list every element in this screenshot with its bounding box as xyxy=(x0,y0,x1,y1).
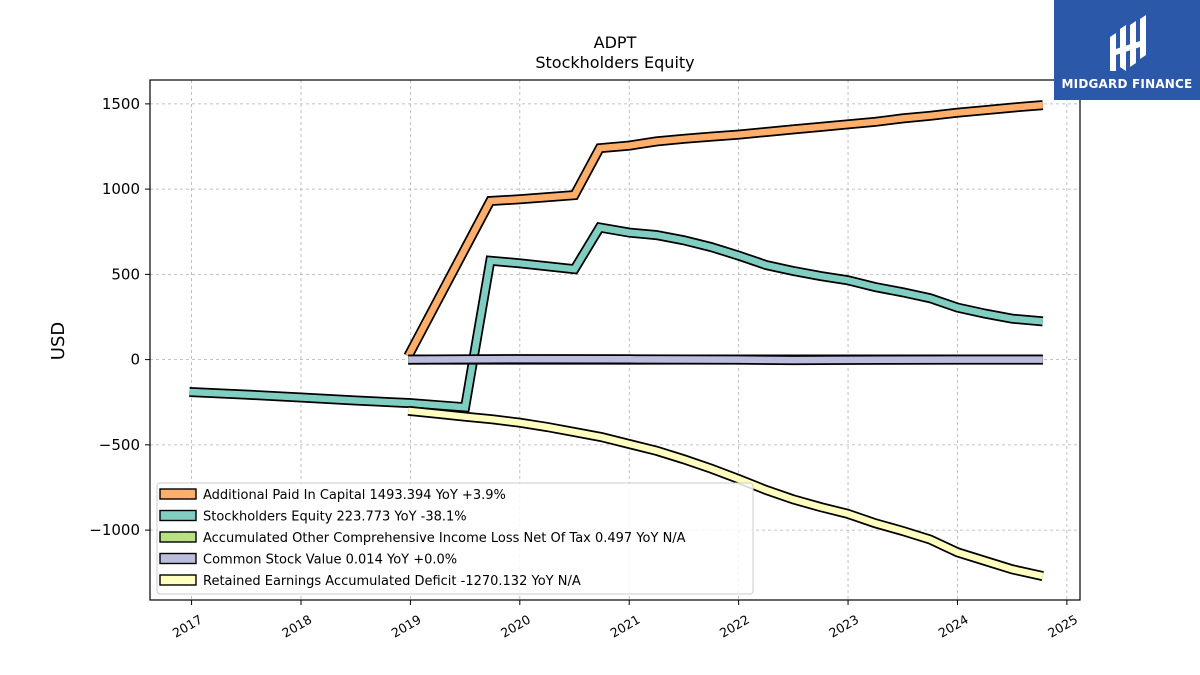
legend-swatch xyxy=(159,488,197,500)
legend-swatch xyxy=(159,509,197,522)
legend-entry: Stockholders Equity 223.773 YoY -38.1% xyxy=(203,510,467,525)
y-tick-label: 0 xyxy=(130,351,140,369)
y-tick-label: 1000 xyxy=(102,180,140,198)
midgard-finance-logo: MIDGARD FINANCE xyxy=(1054,0,1200,100)
legend-swatch xyxy=(159,531,197,543)
legend-entry: Retained Earnings Accumulated Deficit -1… xyxy=(203,574,581,589)
x-tick-label: 2024 xyxy=(936,612,971,641)
chart-subtitle: Stockholders Equity xyxy=(535,53,694,72)
series-outline-stockholders-equity xyxy=(189,221,1044,413)
x-tick-label: 2022 xyxy=(717,612,752,641)
legend-entry: Accumulated Other Comprehensive Income L… xyxy=(203,531,686,546)
x-tick-label: 2019 xyxy=(389,612,424,641)
series-outline-additional-paid-in-capital xyxy=(403,100,1044,359)
y-tick-label: 1500 xyxy=(102,95,140,113)
x-tick-label: 2020 xyxy=(498,612,533,641)
x-tick-label: 2023 xyxy=(826,612,861,641)
x-tick-label: 2018 xyxy=(279,612,314,641)
legend-swatch xyxy=(159,552,197,565)
y-tick-label: 500 xyxy=(111,265,140,283)
series-line-retained-earnings-accumulated-deficit xyxy=(407,407,1044,580)
legend-entry: Common Stock Value 0.014 YoY +0.0% xyxy=(203,553,457,568)
logo-text: MIDGARD FINANCE xyxy=(1061,77,1193,91)
series-line-common-stock-value xyxy=(408,355,1043,364)
midgard-logo-icon xyxy=(1110,15,1146,71)
y-tick-label: −500 xyxy=(99,436,140,454)
legend-box xyxy=(156,482,754,595)
x-tick-label: 2025 xyxy=(1045,612,1080,641)
plot-frame xyxy=(149,79,1081,601)
series-line-additional-paid-in-capital xyxy=(405,101,1044,358)
legend-entry: Additional Paid In Capital 1493.394 YoY … xyxy=(203,488,506,503)
chart-title: ADPT xyxy=(594,33,637,52)
x-tick-label: 2021 xyxy=(607,612,642,641)
y-axis-label: USD xyxy=(48,322,69,360)
series-line-stockholders-equity xyxy=(189,223,1044,411)
y-tick-label: −1000 xyxy=(89,521,140,539)
x-tick-label: 2017 xyxy=(170,612,205,641)
legend-swatch xyxy=(159,574,197,586)
